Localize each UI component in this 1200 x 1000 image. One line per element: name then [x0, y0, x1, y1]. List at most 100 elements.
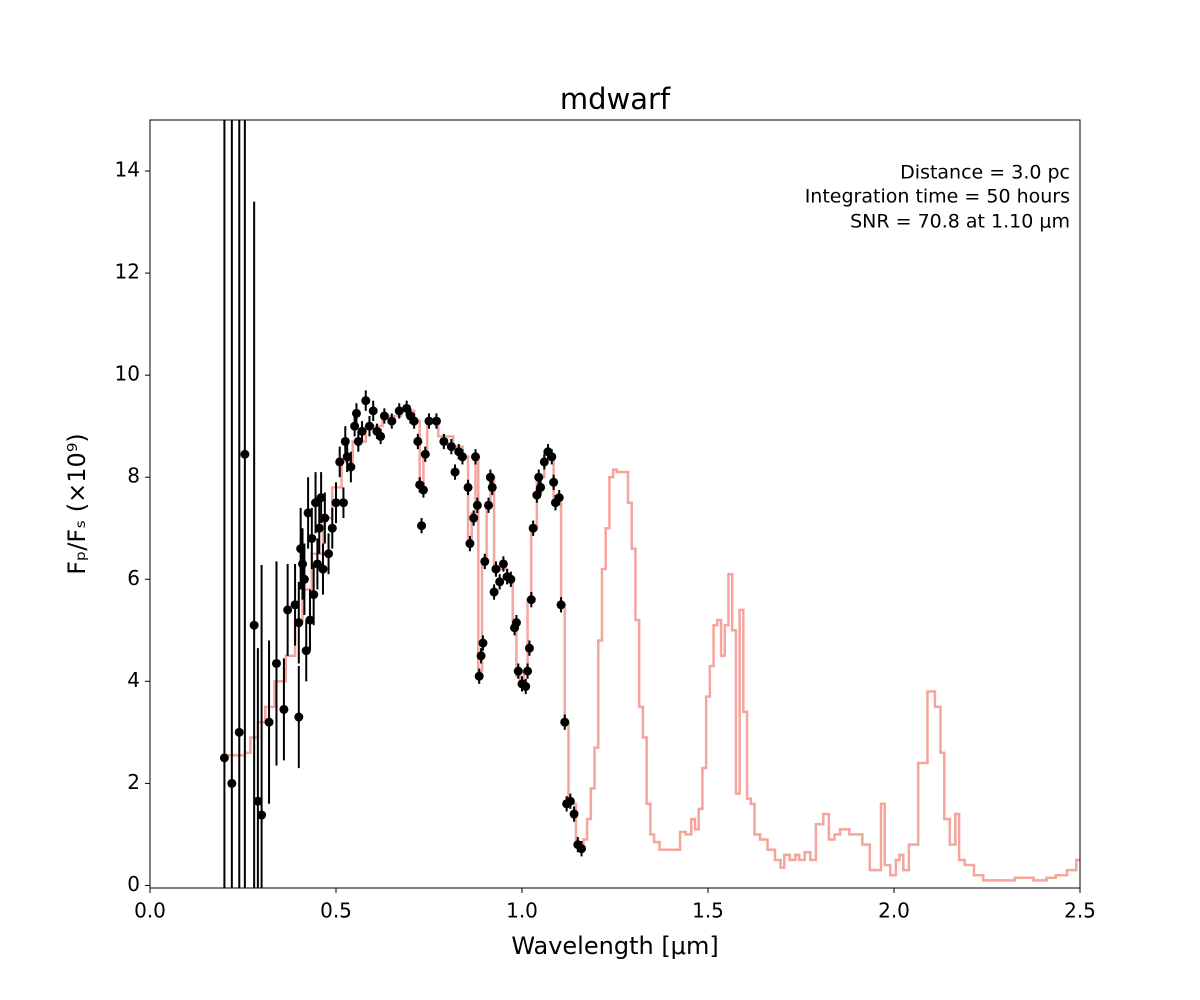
x-tick-label: 1.5 [692, 899, 724, 923]
data-point [331, 498, 341, 508]
data-point [294, 618, 304, 628]
data-point [364, 421, 374, 431]
data-point [554, 493, 564, 503]
data-point [450, 467, 460, 477]
data-point [485, 472, 495, 482]
data-point [431, 416, 441, 426]
data-point [523, 666, 533, 676]
data-point [376, 431, 386, 441]
annotation: SNR = 70.8 at 1.10 μm [850, 211, 1070, 233]
data-point [234, 727, 244, 737]
data-point [320, 513, 330, 523]
data-point [536, 482, 546, 492]
data-point [309, 590, 319, 600]
data-point [413, 436, 423, 446]
y-tick-label: 2 [127, 770, 140, 794]
data-point [480, 556, 490, 566]
data-point [350, 421, 360, 431]
data-point [301, 646, 311, 656]
data-point [340, 436, 350, 446]
x-tick-label: 1.0 [506, 899, 538, 923]
data-point [342, 452, 352, 462]
data-point [418, 485, 428, 495]
data-point [487, 482, 497, 492]
data-point [498, 559, 508, 569]
y-tick-label: 0 [127, 872, 140, 896]
data-point [495, 577, 505, 587]
data-point [240, 449, 250, 459]
data-point [290, 600, 300, 610]
data-point [513, 666, 523, 676]
data-point [547, 452, 557, 462]
data-point [534, 472, 544, 482]
data-point [511, 618, 521, 628]
data-point [465, 539, 475, 549]
y-tick-label: 14 [115, 158, 140, 182]
data-point [424, 416, 434, 426]
data-point [478, 638, 488, 648]
data-point [368, 406, 378, 416]
data-point [446, 442, 456, 452]
data-point [299, 574, 309, 584]
data-point [314, 523, 324, 533]
x-tick-label: 0.5 [320, 899, 352, 923]
data-point [471, 452, 480, 462]
data-point [357, 426, 367, 436]
data-point [526, 595, 536, 605]
data-point [303, 508, 313, 518]
data-point [539, 457, 549, 467]
data-point [560, 717, 570, 727]
data-point [307, 533, 317, 543]
data-point [351, 408, 361, 418]
data-point [484, 500, 494, 510]
data-point [439, 436, 449, 446]
data-point [327, 523, 337, 533]
data-point [506, 574, 516, 584]
data-point [249, 620, 259, 630]
data-point [476, 651, 486, 661]
data-point [298, 559, 308, 569]
y-axis-label: Fₚ/Fₛ (×10⁹) [63, 433, 91, 575]
data-point [346, 462, 356, 472]
y-tick-label: 8 [127, 464, 140, 488]
data-point [353, 436, 363, 446]
x-tick-label: 0.0 [134, 899, 166, 923]
data-point [253, 796, 263, 806]
y-tick-label: 4 [127, 668, 140, 692]
data-point [556, 600, 566, 610]
data-point [324, 549, 334, 559]
data-point [528, 523, 538, 533]
data-point [491, 564, 501, 574]
data-point [569, 809, 579, 819]
axes-frame [149, 119, 1081, 889]
data-point [379, 411, 389, 421]
y-tick-label: 10 [115, 362, 140, 386]
data-point [521, 681, 531, 691]
y-tick-label: 6 [127, 566, 140, 590]
data-point [577, 844, 587, 854]
data-point [409, 416, 419, 426]
data-point [524, 643, 534, 653]
data-point [457, 452, 467, 462]
data-point [305, 615, 315, 625]
x-tick-label: 2.5 [1064, 899, 1096, 923]
data-point [565, 796, 575, 806]
data-point [338, 498, 348, 508]
data-point [472, 500, 482, 510]
y-tick-label: 12 [115, 260, 140, 284]
x-tick-label: 2.0 [878, 899, 910, 923]
data-point [271, 658, 281, 668]
data-point [549, 477, 559, 487]
annotation: Distance = 3.0 pc [900, 162, 1070, 184]
chart-title: mdwarf [560, 82, 671, 116]
data-point [264, 717, 274, 727]
data-point [463, 482, 473, 492]
data-point [417, 521, 427, 531]
data-point [283, 605, 293, 615]
data-point [394, 406, 404, 416]
data-point [227, 778, 237, 788]
data-point [294, 712, 304, 722]
data-point [489, 587, 499, 597]
